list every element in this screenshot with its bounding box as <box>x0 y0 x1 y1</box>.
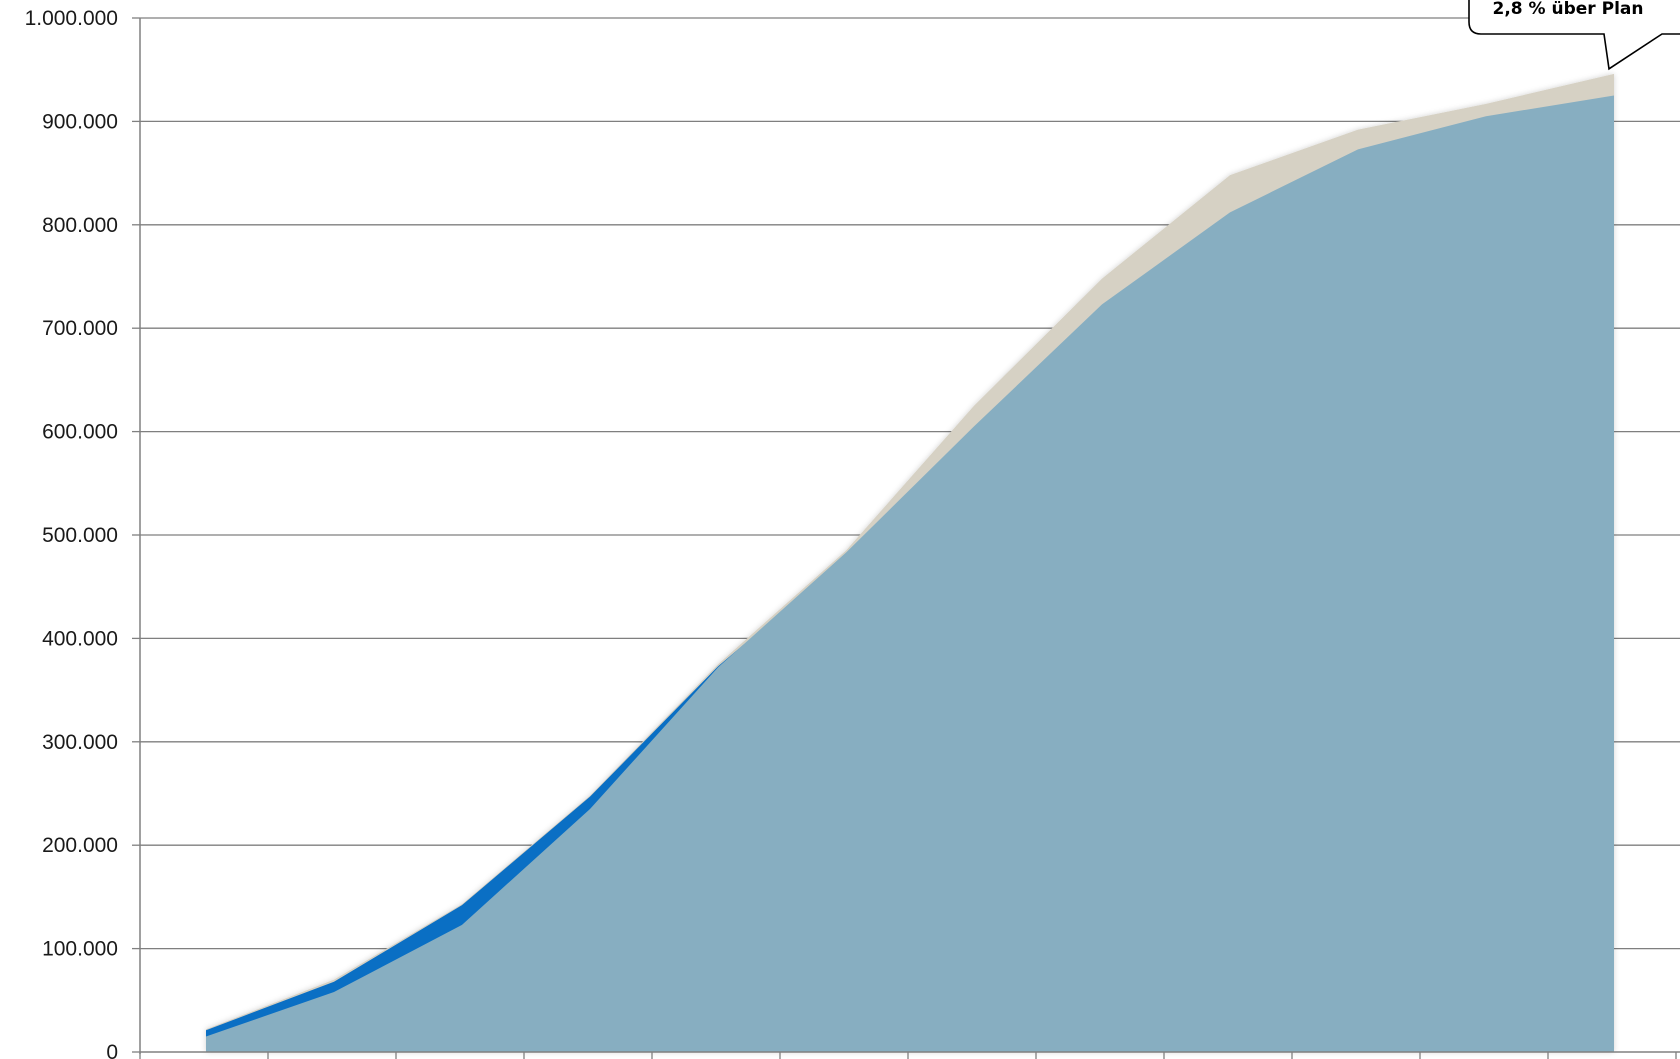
y-tick-label-4: 400.000 <box>42 627 118 650</box>
callout-bubble <box>1468 0 1680 71</box>
y-tick-label-10: 1.000.000 <box>25 7 118 30</box>
area-series-group <box>206 73 1614 1053</box>
area-series-c <box>206 95 1614 1053</box>
callout-annotation: 2,8 % über Plan <box>1468 0 1680 71</box>
y-tick-label-5: 500.000 <box>42 524 118 547</box>
y-tick-label-7: 700.000 <box>42 317 118 340</box>
y-axis-tick-labels: 0 100.000 200.000 300.000 400.000 500.000 600.… <box>25 7 118 1059</box>
y-tick-label-0: 0 <box>106 1041 118 1059</box>
callout-text: 2,8 % über Plan <box>1493 0 1644 19</box>
y-tick-label-3: 300.000 <box>42 731 118 754</box>
y-tick-label-1: 100.000 <box>42 938 118 961</box>
y-tick-label-8: 800.000 <box>42 214 118 237</box>
y-tick-label-2: 200.000 <box>42 834 118 857</box>
y-tick-label-9: 900.000 <box>42 110 118 133</box>
y-tick-label-6: 600.000 <box>42 421 118 444</box>
